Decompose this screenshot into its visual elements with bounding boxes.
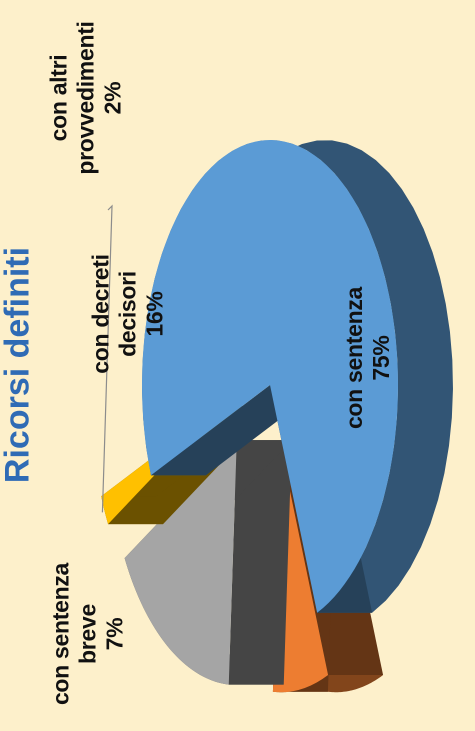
- label-con-sentenza-breve: con sentenza breve 7%: [48, 563, 129, 705]
- label-altri-name-1: con altri: [45, 54, 72, 142]
- label-con-sentenza: con sentenza 75%: [341, 287, 395, 429]
- label-altri-value: 2%: [99, 81, 126, 115]
- label-con-sentenza-value: 75%: [368, 335, 394, 381]
- leader-line: [101, 204, 113, 513]
- label-con-sentenza-name: con sentenza: [341, 286, 367, 430]
- label-decreti-name-2: decisori: [114, 271, 141, 357]
- label-decreti-value: 16%: [141, 291, 168, 337]
- pie-slice-0: [141, 139, 453, 613]
- label-altri-name-2: provvedimenti: [72, 21, 99, 175]
- pie-slice-top: [124, 440, 237, 685]
- label-breve-name-1: con sentenza: [47, 562, 74, 706]
- label-breve-value: 7%: [101, 617, 128, 651]
- pie-slice-2: [124, 440, 292, 685]
- label-breve-name-2: breve: [74, 604, 101, 664]
- pie-slice-top: [141, 139, 399, 613]
- label-con-decreti-decisori: con decreti decisori 16%: [88, 254, 169, 373]
- label-con-altri-provvedimenti: con altri provvedimenti 2%: [46, 21, 127, 174]
- pie-slice-wall: [228, 440, 292, 685]
- chart-title: Ricorsi definiti: [0, 246, 37, 484]
- label-decreti-name-1: con decreti: [87, 254, 114, 374]
